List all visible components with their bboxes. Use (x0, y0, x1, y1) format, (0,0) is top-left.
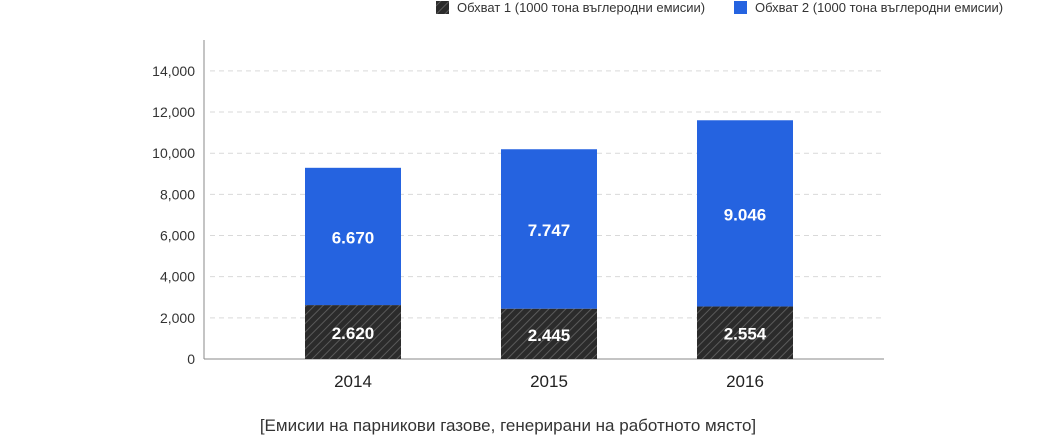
bar-value-label: 6.670 (332, 228, 375, 247)
y-tick-label: 2,000 (160, 310, 195, 326)
bars: 2.620 6.670 2.445 7.747 2.554 9.046 (305, 120, 793, 359)
legend-label-series-1: Обхват 1 (1000 тона въглеродни емисии) (457, 0, 705, 15)
bar-value-label: 7.747 (528, 221, 571, 240)
y-tick-label: 10,000 (152, 145, 195, 161)
y-tick-label: 8,000 (160, 186, 195, 202)
legend-label-series-2: Обхват 2 (1000 тона въглеродни емисии) (755, 0, 1003, 15)
x-tick-label: 2016 (726, 372, 764, 391)
chart-caption: [Емисии на парникови газове, генерирани … (260, 416, 756, 435)
bar-segment-series-2-2014 (305, 167, 401, 306)
y-tick-label: 14,000 (152, 63, 195, 79)
x-tick-label: 2015 (530, 372, 568, 391)
x-axis-labels: 2014 2015 2016 (334, 372, 764, 391)
y-tick-label: 4,000 (160, 269, 195, 285)
bar-segment-series-2-2016 (697, 120, 793, 307)
y-axis-ticks: 0 2,000 4,000 6,000 8,000 10,000 12,000 14,000 (152, 63, 195, 367)
bar-segment-series-1-2014 (305, 305, 401, 359)
y-tick-label: 12,000 (152, 104, 195, 120)
legend-swatch-series-2 (734, 1, 747, 14)
legend: Обхват 1 (1000 тона въглеродни емисии) Об… (436, 0, 1003, 15)
legend-swatch-series-1 (436, 1, 449, 14)
x-tick-label: 2014 (334, 372, 372, 391)
bar-segment-series-2-2015 (501, 149, 597, 309)
bar-segment-series-1-2016 (697, 306, 793, 359)
bar-value-label: 9.046 (724, 205, 767, 224)
y-tick-label: 0 (187, 351, 195, 367)
bar-segment-series-1-2015 (501, 308, 597, 359)
y-tick-label: 6,000 (160, 228, 195, 244)
bar-value-label: 2.620 (332, 324, 375, 343)
bar-value-label: 2.445 (528, 326, 571, 345)
bar-value-label: 2.554 (724, 325, 767, 344)
